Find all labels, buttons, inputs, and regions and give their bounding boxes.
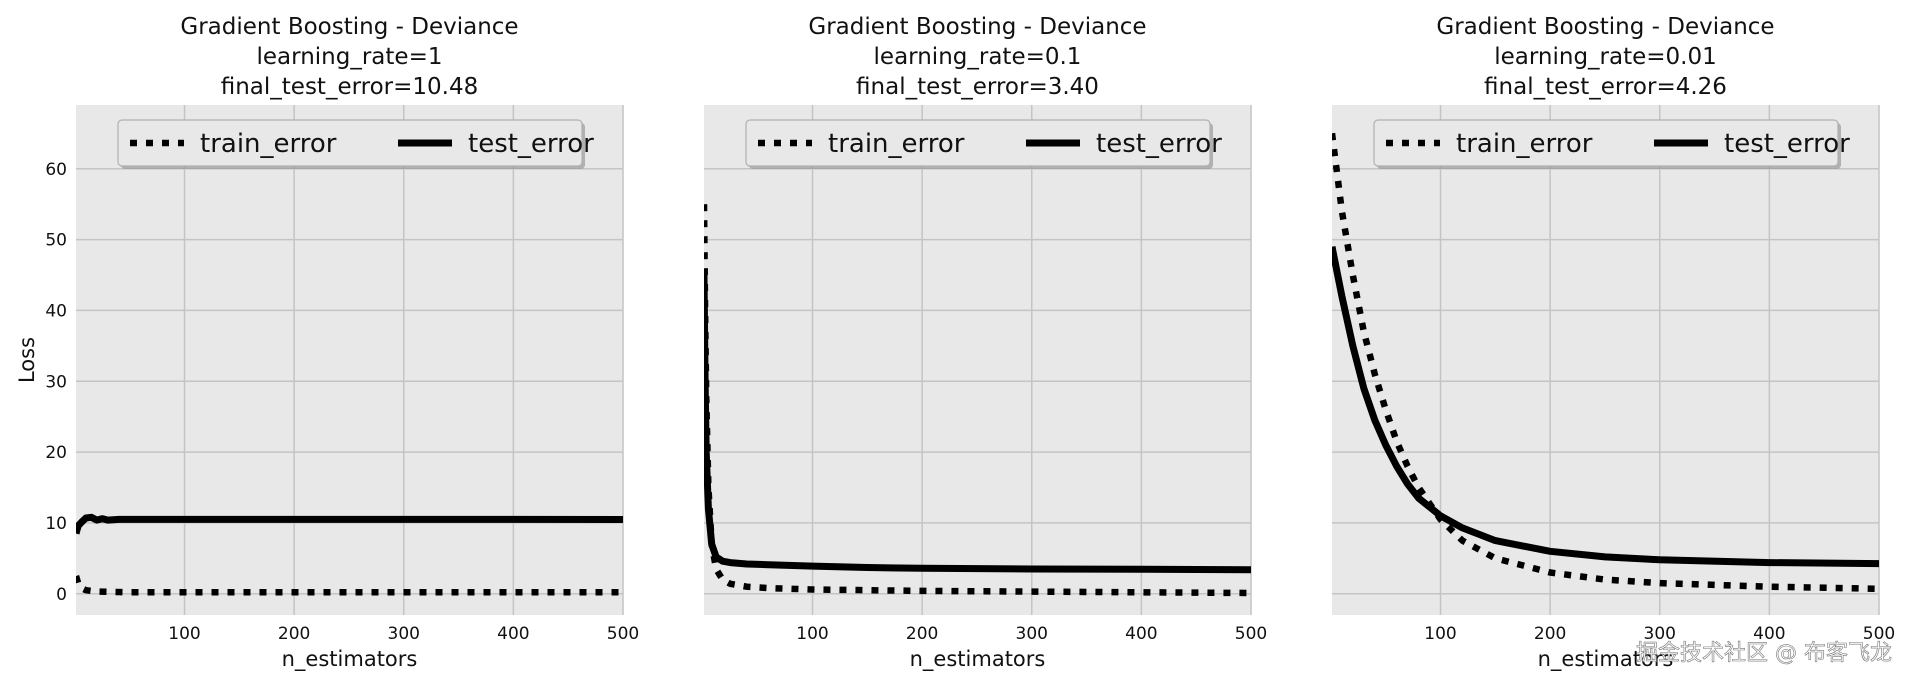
- chart-panel-1: Gradient Boosting - Deviance learning_rat…: [15, 14, 639, 672]
- x-tick-label: 100: [796, 624, 828, 644]
- chart-title-line-2: learning_rate=0.1: [874, 44, 1082, 70]
- x-tick-label: 200: [1534, 624, 1566, 644]
- series-test-error: [76, 513, 623, 535]
- legend-label-train-error: train_error: [828, 129, 965, 159]
- chart-title-line-3: final_test_error=3.40: [856, 74, 1099, 100]
- legend-label-test-error: test_error: [468, 129, 594, 159]
- x-axis-label: n_estimators: [910, 647, 1046, 672]
- series-train-error: [76, 575, 623, 596]
- y-tick-label: 50: [45, 231, 67, 251]
- x-axis-label: n_estimators: [282, 647, 418, 672]
- x-tick-label: 200: [278, 624, 310, 644]
- y-tick-label: 40: [45, 301, 67, 321]
- y-tick-label: 0: [56, 585, 67, 605]
- chart-title-line-1: Gradient Boosting - Deviance: [180, 14, 518, 40]
- x-tick-label: 100: [168, 624, 200, 644]
- chart-title-line-2: learning_rate=1: [257, 44, 443, 70]
- x-tick-label: 500: [1235, 624, 1267, 644]
- legend-label-test-error: test_error: [1096, 129, 1222, 159]
- chart-panel-3: Gradient Boosting - Deviance learning_rat…: [1332, 14, 1895, 672]
- y-tick-label: 60: [45, 160, 67, 180]
- chart-panel-2: Gradient Boosting - Deviance learning_rat…: [704, 14, 1267, 672]
- chart-title-line-3: final_test_error=10.48: [221, 74, 479, 100]
- x-tick-label: 400: [1753, 624, 1785, 644]
- legend-label-train-error: train_error: [1456, 129, 1593, 159]
- y-tick-label: 20: [45, 443, 67, 463]
- x-tick-label: 400: [1125, 624, 1157, 644]
- legend-label-test-error: test_error: [1724, 129, 1850, 159]
- x-axis-label: n_estimators: [1538, 647, 1674, 672]
- y-tick-label: 10: [45, 514, 67, 534]
- legend: train_error test_error: [117, 119, 594, 169]
- x-tick-label: 100: [1424, 624, 1456, 644]
- chart-title-line-1: Gradient Boosting - Deviance: [808, 14, 1146, 40]
- series-test-error: [1332, 246, 1879, 568]
- plot-area: [76, 105, 623, 615]
- x-tick-label: 500: [1863, 624, 1895, 644]
- watermark: 掘金技术社区 @ 布客飞龙: [1636, 641, 1892, 666]
- x-tick-label: 400: [497, 624, 529, 644]
- x-tick-label: 500: [607, 624, 639, 644]
- x-tick-label: 300: [388, 624, 420, 644]
- x-tick-label: 300: [1016, 624, 1048, 644]
- series-train-error: [1332, 132, 1879, 593]
- chart-title-line-1: Gradient Boosting - Deviance: [1436, 14, 1774, 40]
- y-axis-label: Loss: [15, 337, 39, 383]
- plot-area: [1332, 105, 1879, 615]
- legend: train_error test_error: [1373, 119, 1850, 169]
- series-test-error: [704, 274, 1251, 574]
- y-tick-label: 30: [45, 372, 67, 392]
- x-tick-label: 300: [1644, 624, 1676, 644]
- legend: train_error test_error: [745, 119, 1222, 169]
- chart-title-line-3: final_test_error=4.26: [1484, 74, 1727, 100]
- x-tick-label: 200: [906, 624, 938, 644]
- legend-label-train-error: train_error: [200, 129, 337, 159]
- plot-area: [704, 105, 1251, 615]
- chart-title-line-2: learning_rate=0.01: [1494, 44, 1717, 70]
